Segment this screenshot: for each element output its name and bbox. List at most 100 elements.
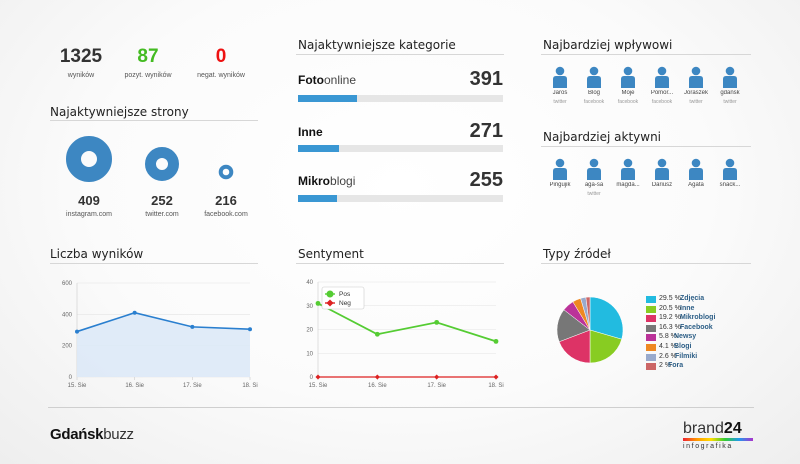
sentiment-line-pos	[317, 302, 497, 343]
legend-label: Facebook	[680, 323, 713, 331]
user-avatar-icon	[655, 66, 669, 88]
top-sites-divider	[50, 120, 258, 121]
category-bar	[298, 145, 503, 152]
user-avatar-icon	[723, 158, 737, 180]
negative-results-value: 0	[215, 46, 227, 67]
pie-slice-mikroblogi	[558, 329, 591, 364]
person-card[interactable]: gdansk twitter	[713, 66, 747, 105]
person-card[interactable]: Jaroś twitter	[543, 66, 577, 105]
person-card[interactable]: Blog facebook	[577, 66, 611, 105]
legend-pct: 2 %	[659, 362, 672, 370]
person-card[interactable]: magda...	[611, 158, 645, 191]
legend-pct: 5.8 %	[659, 333, 677, 341]
results-point	[248, 327, 252, 332]
results-area	[77, 312, 250, 377]
legend-label: Fora	[668, 362, 684, 370]
category-bar	[298, 195, 503, 202]
x-tick-label: 15. Sie	[68, 383, 87, 389]
y-tick-label: 0	[310, 375, 314, 381]
legend-marker-pos	[326, 290, 334, 298]
top-categories-title: Najaktywniejsze kategorie	[298, 38, 456, 52]
sources-chart-divider	[541, 263, 751, 264]
sentiment-point-neg	[374, 374, 380, 380]
user-avatar-icon	[587, 66, 601, 88]
person-name: Jaroś	[552, 90, 568, 96]
y-tick-label: 40	[306, 280, 313, 286]
category-value: 391	[469, 68, 503, 90]
results-area-chart: 0 200 400 600 15. Sie 16. Sie 17. Sie 18. Si	[62, 281, 258, 389]
legend-swatch	[646, 305, 656, 313]
site-twitter-label: twitter.com	[145, 211, 179, 218]
person-name: Pingujik	[549, 182, 571, 188]
category-value: 255	[469, 169, 503, 191]
person-card[interactable]: Dariusz	[645, 158, 679, 191]
brand24-subtitle: infografika	[683, 443, 733, 450]
person-card[interactable]: aga-sa twitter	[577, 158, 611, 197]
results-point	[132, 310, 137, 315]
y-tick-label: 200	[62, 344, 73, 350]
sentiment-line-chart: 0 10 20 30 40 15. Sie 16. Sie 17. Sie 18. Si Pos N…	[306, 280, 503, 389]
legend-pct: 2.6 %	[659, 352, 677, 360]
category-bar-fill	[298, 195, 337, 202]
x-tick-label: 15. Sie	[309, 383, 328, 389]
x-tick-label: 18. Si	[242, 383, 257, 389]
category-name: Inne	[298, 125, 323, 139]
pie-slice-inne	[589, 329, 622, 364]
y-tick-label: 400	[62, 312, 73, 318]
person-source: twitter	[587, 191, 601, 197]
category-bar-fill	[298, 145, 339, 152]
person-source: twitter	[723, 99, 737, 105]
results-chart-divider	[50, 263, 258, 264]
category-name: Fotoonline	[298, 73, 357, 87]
legend-label-neg: Neg	[339, 300, 351, 307]
facebook-donut-icon	[218, 164, 234, 180]
sentiment-point-pos	[434, 319, 440, 325]
sources-chart-title: Typy źródeł	[543, 247, 611, 261]
influential-title: Najbardziej wpływowi	[543, 38, 673, 52]
category-bar	[298, 95, 503, 102]
legend-swatch	[646, 334, 656, 342]
sentiment-point-neg	[434, 374, 440, 380]
sources-pie-chart	[556, 296, 624, 364]
person-card[interactable]: Pingujik	[543, 158, 577, 191]
y-tick-label: 10	[306, 351, 313, 357]
person-card[interactable]: Moje facebook	[611, 66, 645, 105]
legend-swatch	[646, 353, 656, 361]
legend-marker-neg	[326, 299, 334, 307]
person-card[interactable]: snack...	[713, 158, 747, 191]
pie-slice-fora	[585, 296, 591, 331]
y-tick-label: 600	[62, 281, 73, 287]
results-line	[76, 311, 251, 333]
sentiment-chart-divider	[296, 263, 504, 264]
person-card[interactable]: Pomor... facebook	[645, 66, 679, 105]
user-avatar-icon	[553, 66, 567, 88]
person-name: Moje	[621, 90, 635, 96]
person-card[interactable]: Agata	[679, 158, 713, 191]
legend-swatch	[646, 315, 656, 323]
negative-results-stat: 0 negat. wyników	[190, 46, 252, 79]
sentiment-point-neg	[315, 374, 321, 380]
user-avatar-icon	[655, 158, 669, 180]
person-source: facebook	[583, 99, 605, 105]
site-facebook	[218, 164, 234, 185]
sentiment-point-pos	[493, 338, 499, 344]
category-row-mikroblogi: Mikroblogi 255	[298, 169, 503, 205]
user-avatar-icon	[587, 158, 601, 180]
legend-swatch	[646, 296, 656, 303]
top-sites-title: Najaktywniejsze strony	[50, 105, 189, 119]
person-name: snack...	[719, 182, 741, 188]
negative-results-label: negat. wyników	[197, 72, 245, 79]
x-tick-label: 16. Sie	[368, 383, 387, 389]
legend-label-pos: Pos	[339, 291, 351, 298]
user-avatar-icon	[621, 66, 635, 88]
gdanskbuzz-logo: Gdańskbuzz	[50, 426, 134, 443]
x-tick-label: 16. Sie	[125, 383, 144, 389]
person-card[interactable]: Joraszek twitter	[679, 66, 713, 105]
x-tick-label: 18. Si	[488, 383, 503, 389]
site-twitter	[145, 147, 179, 186]
positive-results-stat: 87 pozyt. wyników	[118, 46, 178, 79]
total-results-label: wyników	[67, 72, 95, 79]
results-chart-title: Liczba wyników	[50, 247, 144, 261]
sentiment-legend: Pos Neg	[321, 286, 365, 310]
person-name: Dariusz	[651, 182, 673, 188]
